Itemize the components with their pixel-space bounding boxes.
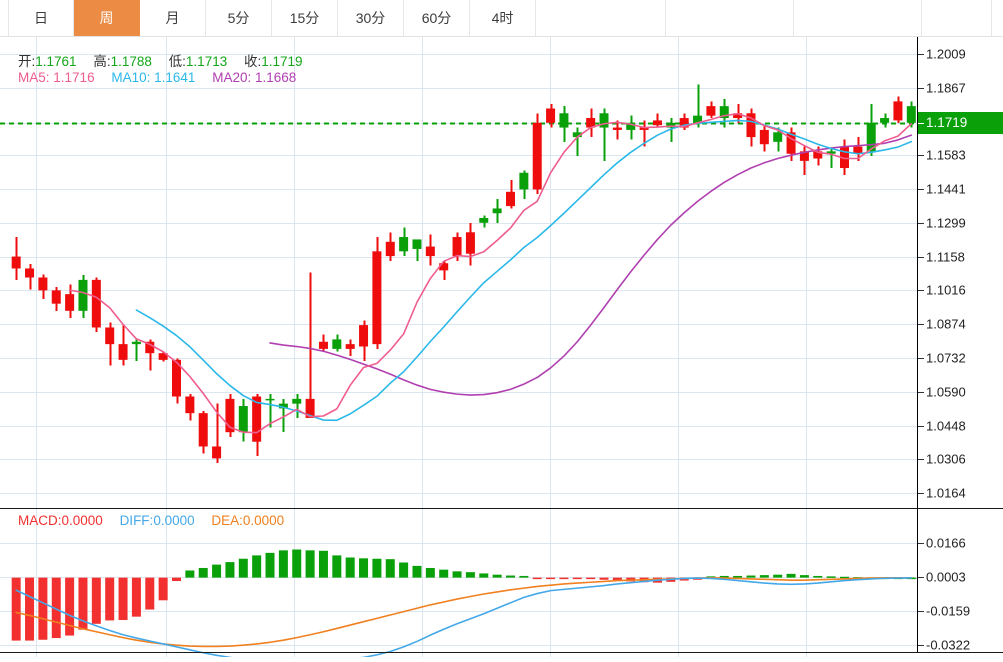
diff-value: 0.0000 xyxy=(153,513,195,528)
macd-panel xyxy=(0,508,1003,661)
price-tick-label: 1.1867 xyxy=(926,80,966,96)
price-tick-mark xyxy=(918,54,924,55)
price-tick-mark xyxy=(918,189,924,190)
high-label: 高: xyxy=(93,54,111,69)
price-tick-label: 1.0306 xyxy=(926,451,966,467)
macd-tick-mark xyxy=(918,543,924,544)
tab-label: 60分 xyxy=(421,10,452,26)
price-tick-mark xyxy=(918,324,924,325)
price-tick-mark xyxy=(918,459,924,460)
close-label: 收: xyxy=(243,54,262,69)
ma-legend: MA5: 1.1716 MA10: 1.1641 MA20: 1.1668 xyxy=(18,70,309,85)
price-tick-mark xyxy=(918,493,924,494)
price-tick-label: 1.1441 xyxy=(926,181,966,197)
macd-tick-mark xyxy=(918,645,924,646)
diff-label: DIFF: xyxy=(119,513,154,528)
ma10-value: 1.1641 xyxy=(154,70,196,85)
price-tick-mark xyxy=(918,155,924,156)
dea-value: 0.0000 xyxy=(242,513,285,528)
tab-5[interactable]: 30分 xyxy=(338,0,404,36)
tab-filler-0 xyxy=(536,0,666,36)
price-tick-label: 1.0732 xyxy=(926,350,966,366)
open-value: 1.1761 xyxy=(35,54,77,69)
tab-label: 5分 xyxy=(227,10,250,26)
macd-label: MACD: xyxy=(18,513,62,528)
tab-filler-3 xyxy=(922,0,992,36)
price-tick-label: 1.1016 xyxy=(926,282,966,298)
price-tick-label: 1.1299 xyxy=(926,215,966,231)
low-value: 1.1713 xyxy=(185,54,228,69)
bottom-axis-line xyxy=(0,652,1003,653)
price-tick-label: 1.0874 xyxy=(926,316,966,332)
macd-tick-label: 0.0166 xyxy=(926,535,966,551)
tab-filler-1 xyxy=(666,0,794,36)
ma20-value: 1.1668 xyxy=(255,70,297,85)
macd-tick-mark xyxy=(918,577,924,578)
tab-0[interactable]: 日 xyxy=(8,0,74,36)
price-tick-label: 1.0590 xyxy=(926,384,966,400)
price-tick-mark xyxy=(918,358,924,359)
macd-tick-label: 0.0003 xyxy=(926,569,966,585)
price-tick-mark xyxy=(918,223,924,224)
price-tick-mark-current xyxy=(918,123,924,124)
price-tick-mark xyxy=(918,88,924,89)
ohlc-legend: 开:1.1761 高:1.1788 低:1.1713 收:1.1719 xyxy=(18,50,316,70)
tab-3[interactable]: 5分 xyxy=(206,0,272,36)
tab-filler-2 xyxy=(794,0,922,36)
ma5-value: 1.1716 xyxy=(53,70,95,85)
price-panel xyxy=(0,37,1003,508)
low-label: 低: xyxy=(168,54,186,69)
tab-label: 30分 xyxy=(355,10,386,26)
price-plot-area[interactable] xyxy=(0,37,917,513)
macd-tick-label: -0.0322 xyxy=(926,637,971,653)
tab-1[interactable]: 周 xyxy=(74,0,140,36)
tab-label: 月 xyxy=(165,10,180,26)
tab-4[interactable]: 15分 xyxy=(272,0,338,36)
price-tick-label: 1.0164 xyxy=(926,485,966,501)
tab-6[interactable]: 60分 xyxy=(404,0,470,36)
panel-separator xyxy=(0,508,1003,509)
price-tick-label: 1.1583 xyxy=(926,147,966,163)
macd-tick-mark xyxy=(918,611,924,612)
macd-plot-area[interactable] xyxy=(0,508,917,662)
current-price-badge: 1.1719 xyxy=(918,112,1003,135)
ma20-label: MA20: xyxy=(212,70,252,85)
tab-label: 15分 xyxy=(289,10,320,26)
tab-7[interactable]: 4时 xyxy=(470,0,536,36)
timeframe-tabbar: 日 周 月 5分 15分 30分 60分 4时 xyxy=(0,0,1003,37)
high-value: 1.1788 xyxy=(110,54,152,69)
tab-label: 日 xyxy=(34,10,48,26)
tab-2[interactable]: 月 xyxy=(140,0,206,36)
open-label: 开: xyxy=(18,54,36,69)
tab-label: 4时 xyxy=(491,10,514,26)
macd-legend: MACD:0.0000 DIFF:0.0000 DEA:0.0000 xyxy=(18,513,297,528)
tab-label: 周 xyxy=(99,10,114,26)
ma10-label: MA10: xyxy=(111,70,151,85)
macd-tick-label: -0.0159 xyxy=(926,603,971,619)
ma5-label: MA5: xyxy=(18,70,50,85)
dea-label: DEA: xyxy=(211,513,243,528)
macd-value: 0.0000 xyxy=(61,513,103,528)
price-axis-line xyxy=(917,37,918,508)
price-tick-label: 1.1158 xyxy=(926,249,965,265)
macd-axis-line xyxy=(917,508,918,653)
price-tick-mark xyxy=(918,290,924,291)
price-tick-mark xyxy=(918,257,924,258)
price-tick-mark xyxy=(918,392,924,393)
price-tick-mark xyxy=(918,426,924,427)
price-tick-label: 1.0448 xyxy=(926,418,966,434)
close-value: 1.1719 xyxy=(261,54,303,69)
price-tick-label: 1.2009 xyxy=(926,46,966,62)
